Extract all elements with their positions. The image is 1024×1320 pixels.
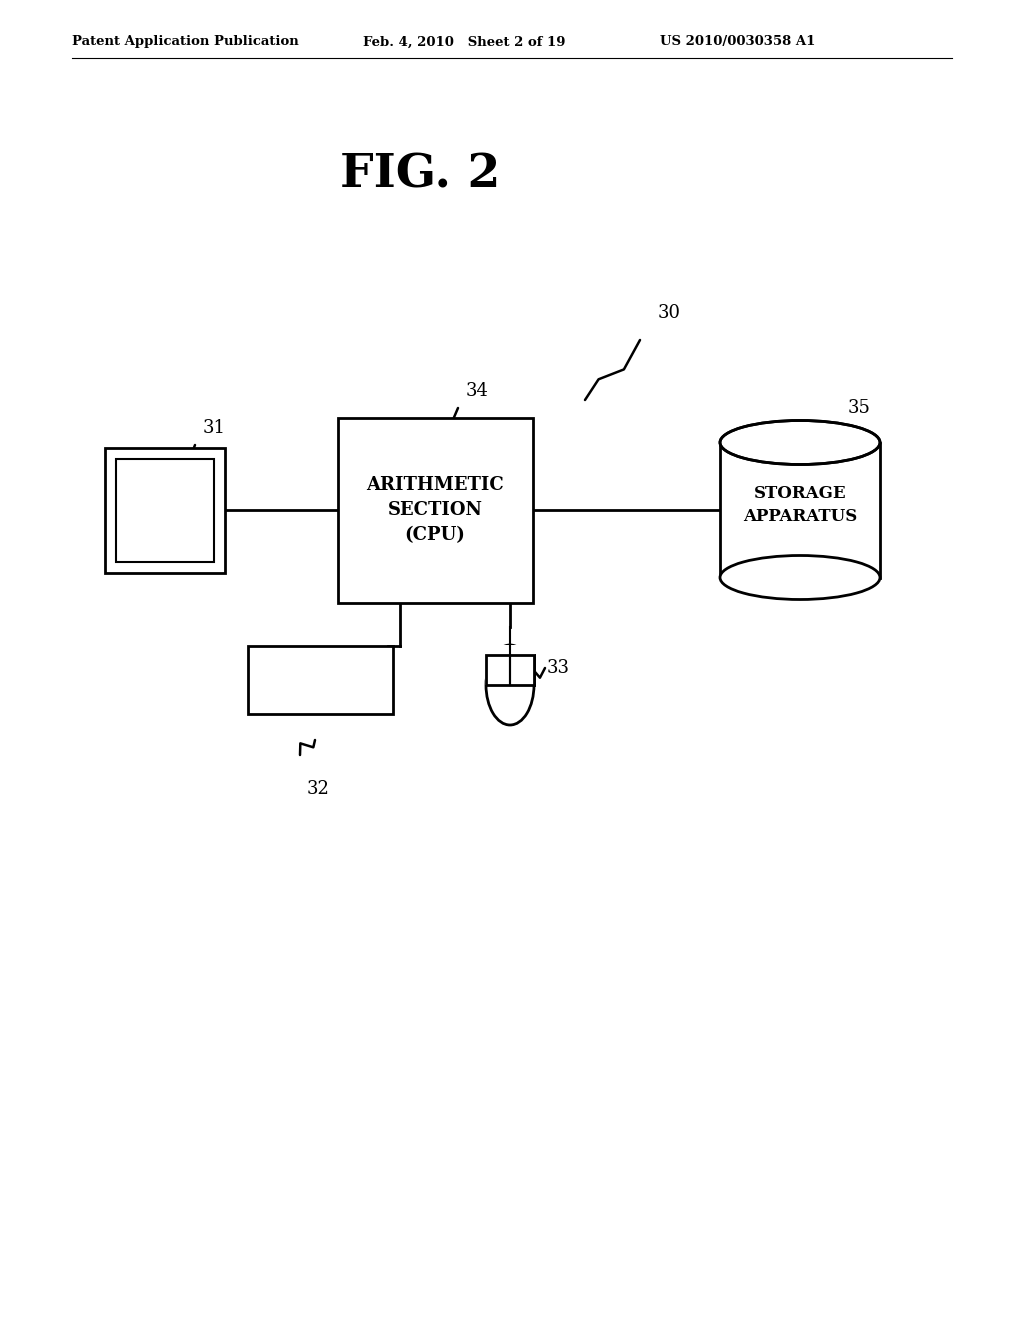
Text: Feb. 4, 2010   Sheet 2 of 19: Feb. 4, 2010 Sheet 2 of 19 [362, 36, 565, 49]
Text: STORAGE
APPARATUS: STORAGE APPARATUS [742, 484, 857, 525]
Ellipse shape [722, 422, 878, 462]
Bar [338, 417, 532, 602]
Bar [105, 447, 225, 573]
Bar [720, 442, 880, 578]
Ellipse shape [720, 556, 880, 599]
Ellipse shape [486, 645, 534, 725]
Ellipse shape [720, 421, 880, 465]
Bar [485, 645, 535, 685]
Bar [116, 458, 214, 561]
Bar [486, 655, 534, 685]
Bar [248, 645, 392, 714]
Text: ARITHMETIC
SECTION
(CPU): ARITHMETIC SECTION (CPU) [367, 477, 504, 544]
Text: 30: 30 [658, 304, 681, 322]
Text: Patent Application Publication: Patent Application Publication [72, 36, 299, 49]
Text: FIG. 2: FIG. 2 [340, 152, 500, 198]
Text: 33: 33 [547, 659, 570, 677]
Bar [486, 655, 534, 685]
Text: US 2010/0030358 A1: US 2010/0030358 A1 [660, 36, 815, 49]
Text: 32: 32 [306, 780, 330, 799]
Text: 31: 31 [203, 418, 226, 437]
Text: 35: 35 [848, 399, 870, 417]
Text: 34: 34 [466, 381, 488, 400]
